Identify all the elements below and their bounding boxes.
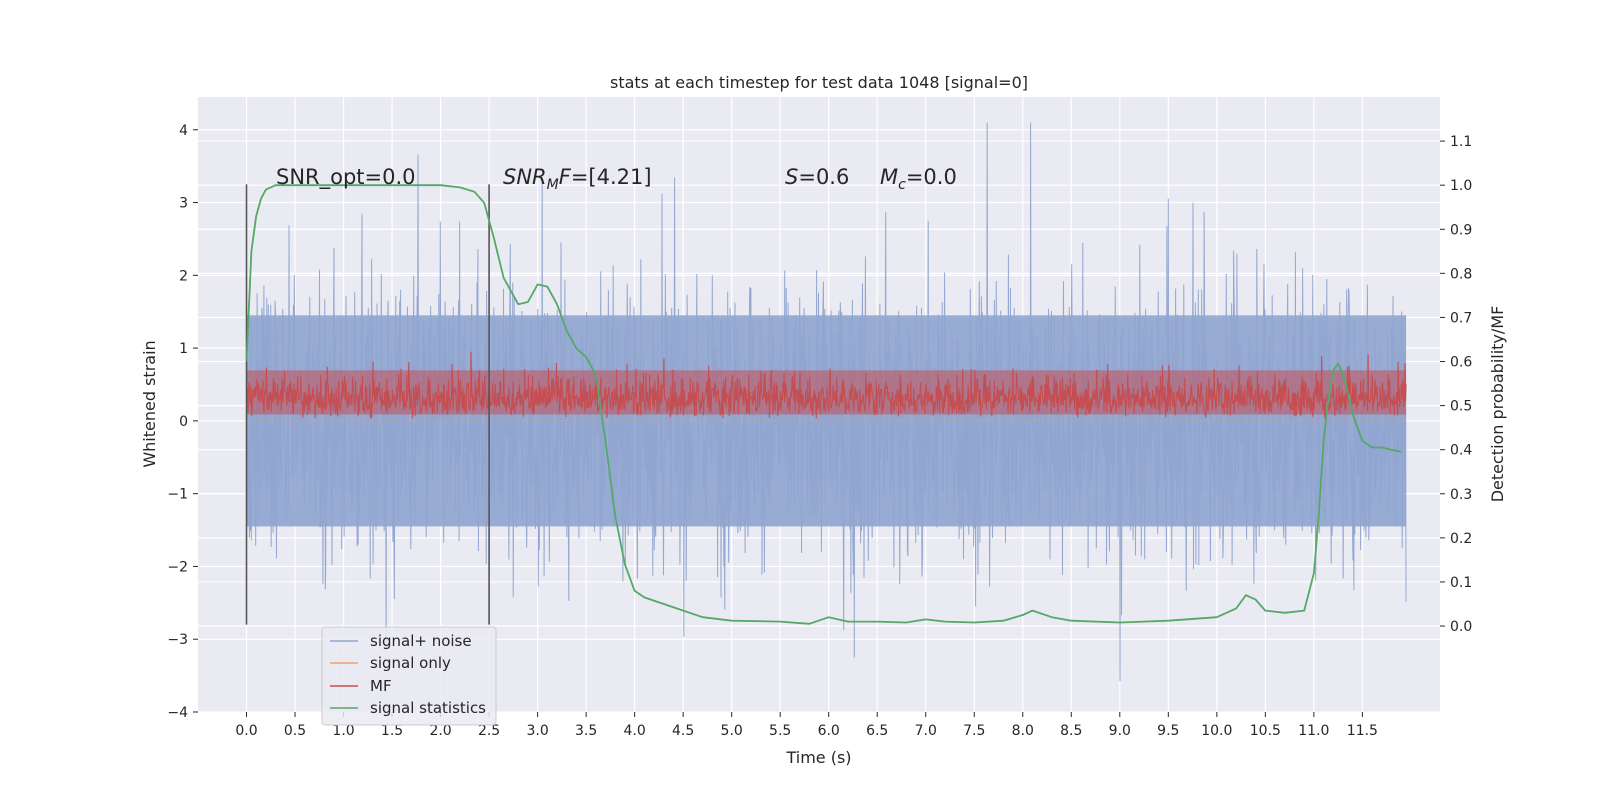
yr-tick-label-0.7: 0.7: [1450, 310, 1472, 326]
yl-tick-label-4: 4: [179, 123, 188, 139]
yl-tick-label--4: −4: [167, 705, 188, 721]
annotation-snr-opt: SNR_opt=0.0: [276, 165, 416, 190]
chart-title: stats at each timestep for test data 104…: [610, 73, 1028, 92]
yl-tick-label--2: −2: [167, 559, 188, 575]
x-axis-label: Time (s): [785, 748, 851, 767]
y-axis-right-ticks: 0.0 0.1 0.2 0.3 0.4 0.5 0.6 0.7 0.8 0.9 1.0 1.1: [1440, 134, 1472, 635]
legend-box: [321, 626, 497, 726]
signal-statistics-line: [245, 184, 1402, 625]
y-axis-left-ticks: −4 −3 −2 −1 0 1 2 3 4: [167, 123, 198, 721]
x-tick-label-5.5: 5.5: [769, 723, 791, 739]
legend: signal+ noise signal only MF signal stat…: [321, 626, 497, 726]
mf-band: [246, 370, 1407, 415]
legend-label-signal-statistics: signal statistics: [370, 699, 486, 717]
annotation-mc-value: =0.0: [906, 165, 957, 189]
x-tick-label-0.0: 0.0: [235, 723, 257, 739]
annotation-mc: Mc=0.0: [880, 165, 957, 193]
x-tick-label-2.5: 2.5: [478, 723, 500, 739]
x-tick-label-10.0: 10.0: [1201, 723, 1232, 739]
y-axis-left-label: Whitened strain: [140, 340, 159, 467]
x-tick-label-2.0: 2.0: [429, 723, 451, 739]
yl-tick-label--1: −1: [167, 487, 188, 503]
x-tick-label-6.0: 6.0: [818, 723, 840, 739]
x-tick-label-6.5: 6.5: [866, 723, 888, 739]
yr-tick-label-0.0: 0.0: [1450, 619, 1472, 635]
yl-tick-label-1: 1: [179, 341, 188, 357]
yl-tick-label-3: 3: [179, 196, 188, 212]
x-tick-label-0.5: 0.5: [284, 723, 306, 739]
yl-tick-label--3: −3: [167, 632, 188, 648]
x-tick-label-4.5: 4.5: [672, 723, 694, 739]
series-signal-noise: [246, 122, 1407, 682]
x-tick-label-9.5: 9.5: [1157, 723, 1179, 739]
yr-tick-label-1.0: 1.0: [1450, 178, 1472, 194]
yr-tick-label-1.1: 1.1: [1450, 134, 1472, 150]
x-axis-ticks: 0.0 0.5 1.0 1.5 2.0 2.5 3.0 3.5 4.0 4.5 5.0 5.5 6.0 6…: [235, 712, 1378, 739]
x-tick-label-8.0: 8.0: [1012, 723, 1034, 739]
x-tick-label-1.0: 1.0: [332, 723, 354, 739]
annotation-s: S=0.6: [785, 165, 849, 189]
annotation-snr-mf: SNRMF=[4.21]: [503, 165, 652, 193]
x-tick-label-7.0: 7.0: [915, 723, 937, 739]
y-axis-right-label: Detection probability/MF: [1488, 306, 1507, 503]
yr-tick-label-0.6: 0.6: [1450, 355, 1472, 371]
legend-label-signal-only: signal only: [370, 654, 451, 672]
x-tick-label-1.5: 1.5: [381, 723, 403, 739]
x-tick-label-5.0: 5.0: [721, 723, 743, 739]
x-tick-label-11.0: 11.0: [1298, 723, 1329, 739]
legend-label-mf: MF: [370, 677, 392, 695]
yl-tick-label-2: 2: [179, 268, 188, 284]
yr-tick-label-0.8: 0.8: [1450, 266, 1472, 282]
yr-tick-label-0.4: 0.4: [1450, 443, 1472, 459]
annotation-s-value: =0.6: [798, 165, 849, 189]
vertical-markers: [245, 184, 490, 625]
signal-noise-band: [246, 315, 1407, 527]
x-tick-label-9.0: 9.0: [1109, 723, 1131, 739]
yr-tick-label-0.9: 0.9: [1450, 222, 1472, 238]
x-tick-label-11.5: 11.5: [1347, 723, 1378, 739]
annotation-snr-mf-value: =[4.21]: [571, 165, 652, 189]
x-tick-label-4.0: 4.0: [624, 723, 646, 739]
yr-tick-label-0.5: 0.5: [1450, 399, 1472, 415]
x-tick-label-3.5: 3.5: [575, 723, 597, 739]
legend-label-signal-noise: signal+ noise: [370, 632, 472, 650]
yl-tick-label-0: 0: [179, 414, 188, 430]
yr-tick-label-0.3: 0.3: [1450, 487, 1472, 503]
x-tick-label-10.5: 10.5: [1250, 723, 1281, 739]
yr-tick-label-0.2: 0.2: [1450, 531, 1472, 547]
x-tick-label-8.5: 8.5: [1060, 723, 1082, 739]
x-tick-label-3.0: 3.0: [526, 723, 548, 739]
series-signal-statistics: [245, 184, 1402, 625]
x-tick-label-7.5: 7.5: [963, 723, 985, 739]
yr-tick-label-0.1: 0.1: [1450, 575, 1472, 591]
series-mf: [245, 351, 1407, 419]
